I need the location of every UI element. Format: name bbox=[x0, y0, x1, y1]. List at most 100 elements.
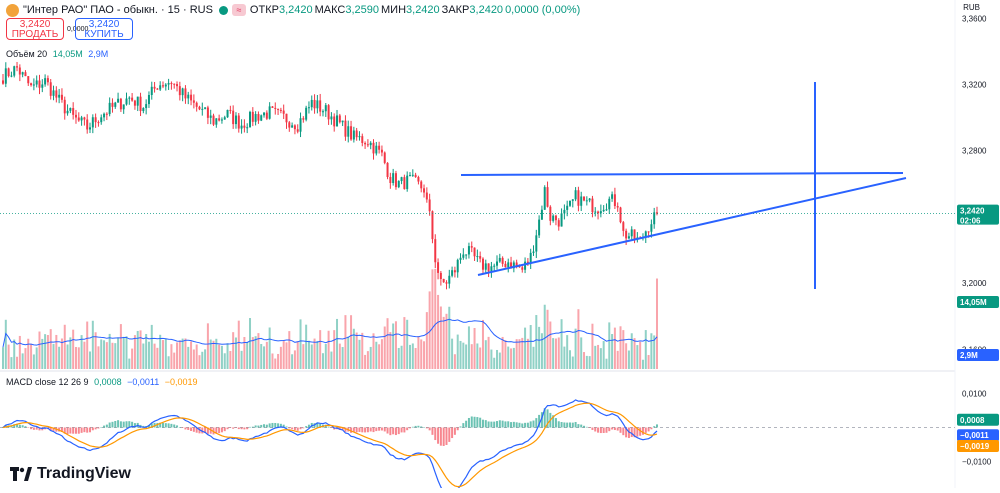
candle-body[interactable] bbox=[237, 115, 240, 129]
candle-body[interactable] bbox=[119, 98, 122, 110]
candle-body[interactable] bbox=[69, 108, 72, 111]
candle-body[interactable] bbox=[198, 106, 201, 110]
candle-body[interactable] bbox=[2, 80, 4, 84]
candle-body[interactable] bbox=[296, 129, 299, 132]
candle-body[interactable] bbox=[347, 126, 350, 137]
candle-body[interactable] bbox=[389, 176, 392, 184]
candle-body[interactable] bbox=[122, 104, 125, 110]
candle-body[interactable] bbox=[220, 119, 223, 121]
price-axis-panel[interactable] bbox=[955, 0, 1000, 488]
candle-body[interactable] bbox=[321, 111, 324, 113]
candle-body[interactable] bbox=[619, 207, 622, 223]
candle-body[interactable] bbox=[240, 125, 243, 129]
candle-body[interactable] bbox=[479, 256, 482, 259]
candle-body[interactable] bbox=[369, 142, 372, 146]
candle-body[interactable] bbox=[487, 263, 490, 272]
candle-body[interactable] bbox=[417, 177, 420, 182]
candle-body[interactable] bbox=[260, 115, 263, 121]
candle-body[interactable] bbox=[195, 102, 198, 107]
candle-body[interactable] bbox=[400, 177, 403, 182]
candle-body[interactable] bbox=[510, 262, 513, 269]
candle-body[interactable] bbox=[380, 149, 383, 153]
candle-body[interactable] bbox=[114, 102, 117, 107]
candle-body[interactable] bbox=[226, 109, 229, 118]
candle-body[interactable] bbox=[63, 99, 66, 114]
candle-body[interactable] bbox=[232, 110, 235, 125]
candle-body[interactable] bbox=[167, 83, 170, 85]
candle-body[interactable] bbox=[288, 122, 291, 128]
candle-body[interactable] bbox=[279, 109, 282, 111]
candle-body[interactable] bbox=[161, 85, 164, 87]
candle-body[interactable] bbox=[408, 175, 411, 177]
candle-body[interactable] bbox=[456, 259, 459, 273]
candle-body[interactable] bbox=[445, 282, 448, 284]
macd-legend[interactable]: MACD close 12 26 9 0,0008 −0,0011 −0,001… bbox=[6, 377, 198, 387]
candle-body[interactable] bbox=[131, 97, 134, 101]
candle-body[interactable] bbox=[420, 181, 423, 189]
candle-body[interactable] bbox=[94, 117, 97, 123]
candle-body[interactable] bbox=[616, 206, 619, 208]
candle-body[interactable] bbox=[602, 209, 605, 212]
candle-body[interactable] bbox=[319, 100, 322, 112]
candle-body[interactable] bbox=[350, 126, 353, 140]
candle-body[interactable] bbox=[153, 86, 156, 89]
candle-body[interactable] bbox=[622, 222, 625, 231]
candle-body[interactable] bbox=[117, 98, 120, 103]
candle-body[interactable] bbox=[277, 108, 280, 110]
candle-body[interactable] bbox=[627, 236, 630, 239]
candle-body[interactable] bbox=[249, 111, 252, 128]
candle-body[interactable] bbox=[333, 116, 336, 127]
candle-body[interactable] bbox=[201, 108, 204, 110]
candle-body[interactable] bbox=[147, 95, 150, 105]
drawing-resistance-line[interactable] bbox=[460, 172, 904, 176]
candle-body[interactable] bbox=[535, 235, 538, 252]
candle-body[interactable] bbox=[597, 211, 600, 214]
candle-body[interactable] bbox=[223, 117, 226, 120]
candle-body[interactable] bbox=[125, 98, 128, 105]
candle-body[interactable] bbox=[656, 212, 658, 214]
candle-body[interactable] bbox=[540, 209, 543, 220]
candle-body[interactable] bbox=[493, 265, 496, 267]
candle-body[interactable] bbox=[66, 110, 69, 114]
candle-body[interactable] bbox=[554, 215, 557, 221]
candle-body[interactable] bbox=[108, 102, 111, 115]
candle-body[interactable] bbox=[577, 190, 580, 206]
candle-body[interactable] bbox=[512, 262, 515, 269]
candle-body[interactable] bbox=[428, 199, 431, 212]
candle-body[interactable] bbox=[588, 198, 591, 201]
candle-body[interactable] bbox=[192, 100, 195, 103]
candle-body[interactable] bbox=[83, 117, 86, 120]
candle-body[interactable] bbox=[128, 97, 131, 99]
compare-icon[interactable]: ≈ bbox=[231, 4, 246, 16]
candle-body[interactable] bbox=[529, 252, 532, 264]
candle-body[interactable] bbox=[184, 88, 187, 99]
candle-body[interactable] bbox=[484, 263, 487, 270]
candle-body[interactable] bbox=[243, 125, 246, 128]
candle-body[interactable] bbox=[501, 257, 504, 264]
candle-body[interactable] bbox=[476, 256, 479, 258]
candle-body[interactable] bbox=[437, 262, 440, 273]
candle-body[interactable] bbox=[291, 125, 294, 128]
candle-body[interactable] bbox=[327, 105, 330, 120]
candle-body[interactable] bbox=[453, 270, 456, 273]
candle-body[interactable] bbox=[515, 262, 518, 267]
candle-body[interactable] bbox=[293, 125, 296, 130]
candle-body[interactable] bbox=[425, 192, 428, 200]
candle-body[interactable] bbox=[352, 130, 355, 140]
candle-body[interactable] bbox=[139, 96, 142, 112]
candle-body[interactable] bbox=[518, 266, 521, 268]
candle-body[interactable] bbox=[532, 251, 535, 253]
candle-body[interactable] bbox=[414, 174, 417, 178]
candle-body[interactable] bbox=[30, 83, 33, 86]
candle-body[interactable] bbox=[271, 106, 274, 108]
candle-body[interactable] bbox=[524, 261, 527, 270]
candle-body[interactable] bbox=[111, 102, 114, 107]
candle-body[interactable] bbox=[46, 78, 49, 83]
candle-body[interactable] bbox=[338, 115, 341, 123]
candle-body[interactable] bbox=[302, 118, 305, 120]
candle-body[interactable] bbox=[105, 113, 108, 115]
candle-body[interactable] bbox=[209, 115, 212, 118]
candle-body[interactable] bbox=[254, 114, 257, 122]
